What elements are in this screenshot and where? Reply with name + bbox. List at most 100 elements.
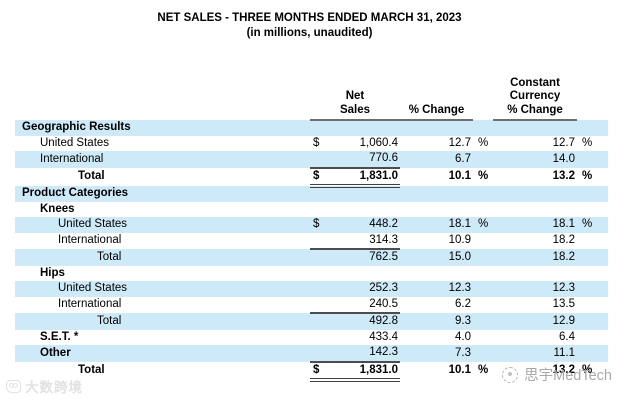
dollar-sign-cell <box>310 313 330 330</box>
percent-sign <box>577 313 597 330</box>
percent-sign <box>473 233 493 250</box>
gap-cell <box>400 136 410 152</box>
percent-sign <box>577 281 597 297</box>
label-column-header <box>15 66 310 120</box>
gap-cell <box>493 345 500 362</box>
percent-sign <box>577 297 597 314</box>
constant-currency-value: 18.1 <box>500 217 577 233</box>
pct-change-value: 15.0 <box>410 249 473 266</box>
constant-currency-value: 6.4 <box>559 330 575 343</box>
net-sales-value: 448.2 <box>330 217 400 233</box>
percent-sign <box>473 313 493 330</box>
percent-sign: % <box>577 217 597 233</box>
constant-currency-value: 13.2 <box>552 170 575 182</box>
row-label: Total <box>15 249 310 266</box>
cc-sign-spacer-header <box>577 66 597 120</box>
row-label: International <box>58 234 122 246</box>
constant-currency-value <box>500 186 577 202</box>
row-label: United States <box>15 281 310 297</box>
pct-change-column-header: % Change <box>400 66 473 121</box>
gap-cell <box>493 120 500 136</box>
constant-currency-value: 11.1 <box>500 345 577 362</box>
gap-cell <box>493 168 500 187</box>
row-label: United States <box>15 217 310 233</box>
gap-cell <box>400 330 410 346</box>
right-pad-cell <box>597 136 608 152</box>
dollar-sign-cell <box>310 345 330 363</box>
table-row: Total $1,831.0 10.1% 13.2% <box>15 361 608 382</box>
net-sales-value <box>330 202 400 218</box>
net-sales-value: 770.6 <box>330 151 400 169</box>
percent-sign <box>577 233 597 250</box>
dollar-sign-cell <box>310 202 330 218</box>
net-sales-value <box>330 266 400 282</box>
gap-cell <box>493 186 500 202</box>
constant-currency-value <box>500 202 577 218</box>
pct-change-value <box>410 202 473 218</box>
constant-currency-value <box>500 266 577 282</box>
pct-change-value: 10.9 <box>448 234 471 246</box>
right-pad-cell <box>597 217 608 233</box>
gap-cell <box>400 168 410 187</box>
pct-change-value: 4.0 <box>455 330 471 343</box>
gap-cell <box>400 345 410 362</box>
pct-change-value <box>410 266 473 282</box>
table-row: Total $1,831.0 10.1% 13.2% <box>15 167 608 188</box>
net-sales-value: 1,060.4 <box>359 136 398 149</box>
pct-change-value: 18.1 <box>410 217 473 233</box>
pct-change-value: 10.1 <box>448 170 471 182</box>
pct-sign-spacer-header <box>473 66 493 120</box>
dollar-sign-cell <box>310 296 330 314</box>
percent-sign: % <box>478 136 489 149</box>
gap-cell <box>400 233 410 250</box>
gap-cell <box>493 233 500 250</box>
watermark-left-text: 大数跨境 <box>25 380 83 395</box>
dollar-sign-cell <box>310 266 330 282</box>
percent-sign: % <box>478 170 489 182</box>
net-sales-value: 314.3 <box>330 232 400 250</box>
net-sales-value: 492.8 <box>330 313 400 330</box>
row-label: Total <box>78 364 105 376</box>
percent-sign <box>577 151 597 168</box>
percent-sign <box>473 297 493 314</box>
constant-currency-column-header: Constant Currency % Change <box>493 66 577 121</box>
percent-sign <box>577 202 597 218</box>
percent-sign <box>577 330 597 346</box>
gap-cell <box>493 136 500 152</box>
constant-currency-value: 12.3 <box>500 281 577 297</box>
right-pad-cell <box>597 151 608 168</box>
gap-cell <box>493 151 500 168</box>
gap-cell <box>493 330 500 346</box>
percent-sign: % <box>473 217 493 233</box>
table-row: S.E.T. * 433.4 4.0 6.4 <box>15 330 608 346</box>
pct-change-value: 10.1 <box>448 364 471 376</box>
gap-cell <box>493 313 500 330</box>
gap-cell <box>400 362 410 381</box>
row-label: Knees <box>40 202 75 215</box>
percent-sign <box>473 281 493 297</box>
percent-sign <box>473 345 493 362</box>
row-label: International <box>15 151 310 168</box>
watermark-right: 思宇MedTech <box>502 364 612 385</box>
medtech-logo-icon <box>502 366 519 383</box>
table-row: Total 492.8 9.3 12.9 <box>15 313 608 330</box>
percent-sign <box>473 186 493 202</box>
gap-cell <box>400 249 410 266</box>
net-sales-value <box>330 186 400 202</box>
dollar-sign-cell <box>310 249 330 266</box>
right-pad-cell <box>597 202 608 218</box>
dollar-sign-cell <box>310 232 330 250</box>
row-label: United States <box>40 136 110 149</box>
gap-cell <box>493 281 500 297</box>
net-sales-column-header: Net Sales <box>310 66 400 121</box>
row-label: Total <box>78 170 105 182</box>
pct-change-value: 7.3 <box>410 345 473 362</box>
right-pad-cell <box>597 120 608 136</box>
gap-cell <box>493 297 500 314</box>
table-row: United States $1,060.4 12.7% 12.7% <box>15 136 608 152</box>
net-sales-value: 1,831.0 <box>330 167 400 188</box>
percent-sign <box>577 186 597 202</box>
gap-cell <box>400 120 410 136</box>
table-row: Hips <box>15 266 608 282</box>
